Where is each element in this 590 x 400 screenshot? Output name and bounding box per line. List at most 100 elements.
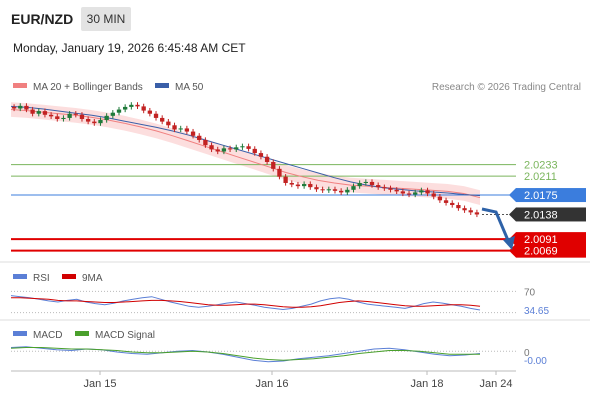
candle-body xyxy=(67,113,72,118)
forecast-arrow xyxy=(481,207,515,250)
candle-body xyxy=(456,205,461,209)
level-label-2.0175: 2.0175 xyxy=(524,190,558,202)
candle-body xyxy=(18,105,23,109)
candle-body xyxy=(283,176,288,183)
candle xyxy=(443,197,449,206)
candle xyxy=(141,103,146,114)
candle-body xyxy=(221,148,227,152)
candle-body xyxy=(104,115,109,121)
candle-body xyxy=(55,116,60,119)
rsi-tick-70: 70 xyxy=(524,287,536,298)
candle xyxy=(289,180,294,188)
macd-signal-legend-swatch xyxy=(75,331,89,336)
candle-body xyxy=(184,128,190,132)
candle-body xyxy=(98,120,103,124)
rsi-panel: 70 34.65 xyxy=(10,287,549,317)
ma20-line xyxy=(10,109,481,199)
level-tag-pointer xyxy=(509,188,516,203)
rsi-current-value: 34.65 xyxy=(524,306,549,317)
candle-body xyxy=(234,147,239,150)
rsi-ma-line xyxy=(11,297,481,308)
x-tick-label: Jan 18 xyxy=(410,378,443,390)
candle-body xyxy=(129,104,134,107)
candle-body xyxy=(42,111,48,115)
candle xyxy=(153,111,159,121)
candle xyxy=(215,146,220,155)
rsi-ma-legend-label: 9MA xyxy=(82,273,103,284)
candle-body xyxy=(295,184,301,187)
candle xyxy=(48,112,54,119)
candle-body xyxy=(425,190,430,194)
candle xyxy=(147,107,153,117)
candle-body xyxy=(277,168,282,177)
rsi-legend-label: RSI xyxy=(33,273,50,284)
candle-body xyxy=(474,212,480,215)
candle xyxy=(413,189,418,198)
candle-body xyxy=(437,196,443,201)
candle-body xyxy=(406,193,412,195)
candle xyxy=(326,186,331,193)
candle-body xyxy=(178,128,183,130)
candle xyxy=(462,205,467,213)
candle xyxy=(376,182,381,190)
candle-body xyxy=(166,121,171,126)
candle-body xyxy=(36,111,41,114)
candle xyxy=(295,181,301,189)
candle xyxy=(277,166,282,180)
level-label-2.0138: 2.0138 xyxy=(524,209,558,221)
candle-body xyxy=(419,190,424,193)
timeframe-badge[interactable]: 30 MIN xyxy=(81,7,131,31)
candle-body xyxy=(357,182,362,187)
level-tag-2.0138 xyxy=(516,207,586,222)
candle-body xyxy=(443,200,449,203)
candle-body xyxy=(462,208,467,211)
candle-body xyxy=(345,189,350,193)
macd-signal-line xyxy=(10,347,480,361)
level-tag-pointer xyxy=(509,243,516,258)
candle xyxy=(92,118,97,126)
candle-body xyxy=(123,106,128,110)
candle-body xyxy=(203,139,208,146)
macd-current-value: -0.00 xyxy=(524,356,547,367)
candle xyxy=(351,183,356,193)
ma50-legend-label: MA 50 xyxy=(175,82,204,93)
datetime-label: Monday, January 19, 2026 6:45:48 AM CET xyxy=(13,41,246,55)
candle-body xyxy=(394,189,399,192)
candle-body xyxy=(388,188,393,190)
candle-body xyxy=(376,185,381,188)
candle xyxy=(406,190,412,198)
candle-body xyxy=(338,190,344,193)
candle-body xyxy=(314,187,319,190)
rsi-line xyxy=(10,295,481,311)
candle xyxy=(172,122,177,133)
candle xyxy=(474,209,480,218)
bollinger-band xyxy=(11,102,480,205)
candle xyxy=(271,159,276,172)
candle-body xyxy=(85,118,91,122)
candle xyxy=(264,154,270,165)
candle-body xyxy=(110,112,115,116)
candle-body xyxy=(450,202,455,206)
candle-body xyxy=(351,186,356,190)
candle xyxy=(123,104,128,113)
candle-body xyxy=(413,192,418,195)
candle xyxy=(332,186,338,194)
candle xyxy=(178,125,183,133)
candle-body xyxy=(431,193,436,197)
candle xyxy=(203,137,208,148)
level-tag-2.0069 xyxy=(516,243,586,258)
macd-signal-legend-label: MACD Signal xyxy=(95,330,155,341)
candle xyxy=(55,113,60,122)
candle xyxy=(382,184,387,191)
candle-body xyxy=(116,109,122,113)
ma20-legend-label: MA 20 + Bollinger Bands xyxy=(33,82,143,93)
candle xyxy=(184,125,190,135)
candle xyxy=(73,111,78,118)
level-label-2.0091: 2.0091 xyxy=(524,234,558,246)
candle xyxy=(338,188,344,196)
candle xyxy=(394,187,399,194)
candle-body xyxy=(363,181,368,183)
candle xyxy=(227,145,233,153)
candle xyxy=(79,112,85,122)
x-axis-ticks: Jan 15 Jan 16 Jan 18 Jan 24 xyxy=(83,371,513,390)
